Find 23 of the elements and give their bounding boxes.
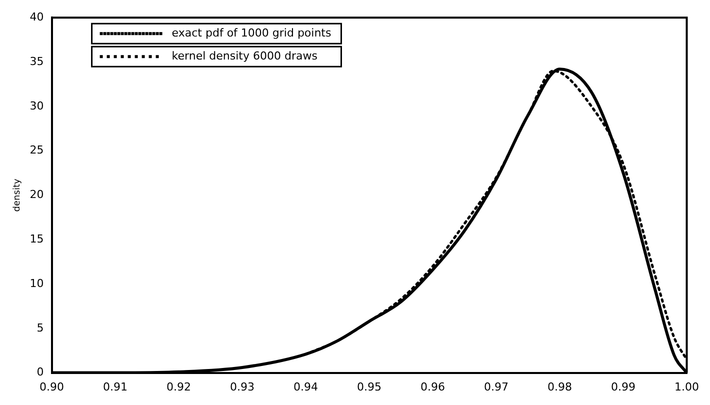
x-tick-label: 0.94 — [294, 380, 318, 394]
y-tick-label: 30 — [30, 99, 44, 112]
y-tick-label: 10 — [30, 276, 44, 290]
legend-label: exact pdf of 1000 grid points — [172, 26, 332, 40]
x-tick-label: 0.99 — [611, 380, 636, 394]
y-tick-label: 5 — [36, 321, 44, 334]
x-tick-label: 0.98 — [548, 380, 572, 394]
x-tick-label: 1.00 — [674, 380, 700, 394]
x-tick-label: 0.90 — [40, 380, 64, 394]
x-tick-label: 0.91 — [103, 380, 128, 394]
x-tick-label: 0.97 — [484, 380, 509, 394]
legend-label: kernel density 6000 draws — [172, 49, 318, 62]
x-tick-label: 0.93 — [230, 380, 255, 394]
x-tick-label: 0.96 — [420, 380, 446, 394]
y-tick-label: 35 — [30, 54, 44, 68]
y-tick-label: 15 — [30, 232, 44, 246]
y-axis-title: density — [12, 178, 23, 212]
y-tick-label: 25 — [30, 144, 44, 157]
y-tick-label: 0 — [36, 366, 44, 379]
y-tick-label: 40 — [30, 10, 44, 24]
x-tick-label: 0.92 — [166, 380, 192, 394]
x-tick-label: 0.95 — [357, 380, 382, 394]
y-tick-label: 20 — [30, 188, 44, 202]
